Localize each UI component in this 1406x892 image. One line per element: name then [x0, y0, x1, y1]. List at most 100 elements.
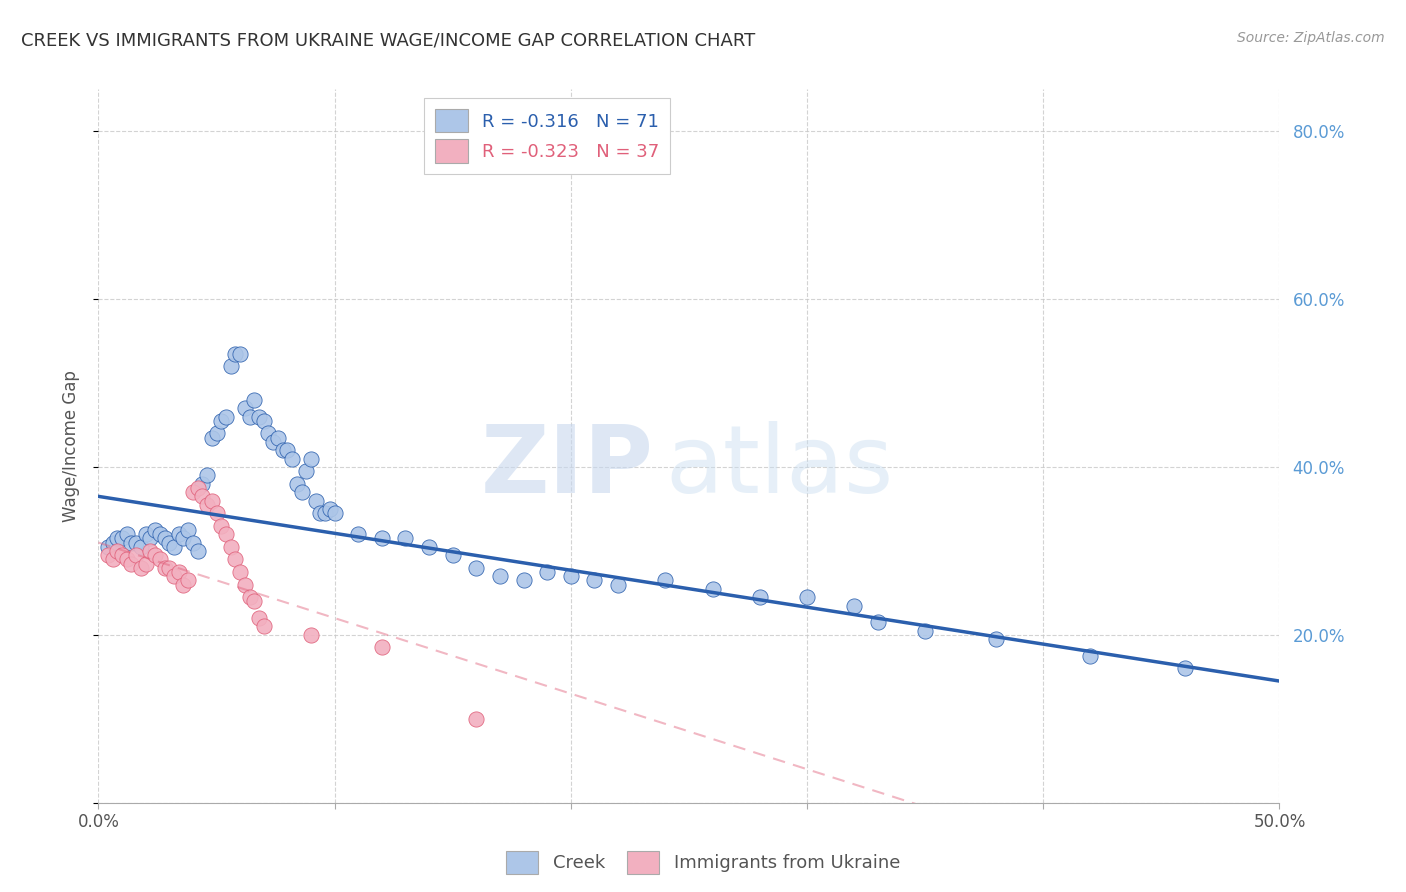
- Point: [295, 464, 318, 478]
- Point: [233, 401, 256, 416]
- Point: [181, 535, 204, 549]
- Point: [1080, 648, 1102, 663]
- Point: [512, 574, 534, 588]
- Point: [191, 489, 214, 503]
- Point: [299, 628, 322, 642]
- Point: [607, 577, 630, 591]
- Point: [583, 574, 606, 588]
- Point: [239, 590, 262, 604]
- Text: Source: ZipAtlas.com: Source: ZipAtlas.com: [1237, 31, 1385, 45]
- Point: [984, 632, 1007, 646]
- Point: [257, 426, 280, 441]
- Point: [914, 624, 936, 638]
- Point: [253, 414, 276, 428]
- Point: [219, 359, 242, 374]
- Legend: Creek, Immigrants from Ukraine: Creek, Immigrants from Ukraine: [499, 844, 907, 881]
- Point: [135, 557, 157, 571]
- Point: [97, 548, 120, 562]
- Point: [441, 548, 464, 562]
- Point: [247, 611, 270, 625]
- Point: [224, 346, 246, 360]
- Point: [143, 548, 166, 562]
- Point: [253, 619, 276, 633]
- Point: [215, 527, 238, 541]
- Point: [866, 615, 889, 630]
- Point: [309, 506, 332, 520]
- Point: [276, 443, 298, 458]
- Point: [243, 594, 266, 608]
- Point: [111, 532, 134, 546]
- Point: [115, 552, 138, 566]
- Point: [191, 476, 214, 491]
- Point: [157, 535, 180, 549]
- Point: [172, 577, 194, 591]
- Point: [418, 540, 440, 554]
- Point: [290, 485, 312, 500]
- Point: [489, 569, 512, 583]
- Text: ZIP: ZIP: [481, 421, 654, 514]
- Point: [243, 392, 266, 407]
- Point: [233, 577, 256, 591]
- Point: [125, 535, 148, 549]
- Point: [319, 502, 342, 516]
- Point: [111, 548, 134, 562]
- Point: [187, 544, 209, 558]
- Point: [224, 552, 246, 566]
- Point: [748, 590, 770, 604]
- Point: [201, 431, 224, 445]
- Point: [163, 569, 186, 583]
- Point: [105, 532, 128, 546]
- Point: [121, 557, 143, 571]
- Point: [101, 552, 124, 566]
- Point: [143, 523, 166, 537]
- Point: [229, 565, 252, 579]
- Text: CREEK VS IMMIGRANTS FROM UKRAINE WAGE/INCOME GAP CORRELATION CHART: CREEK VS IMMIGRANTS FROM UKRAINE WAGE/IN…: [21, 31, 755, 49]
- Point: [323, 506, 346, 520]
- Point: [209, 414, 232, 428]
- Point: [97, 540, 120, 554]
- Point: [465, 560, 488, 574]
- Point: [153, 560, 176, 574]
- Point: [163, 540, 186, 554]
- Point: [149, 552, 172, 566]
- Point: [229, 346, 252, 360]
- Point: [129, 560, 152, 574]
- Point: [115, 527, 138, 541]
- Point: [177, 574, 200, 588]
- Point: [205, 506, 228, 520]
- Point: [205, 426, 228, 441]
- Point: [314, 506, 336, 520]
- Y-axis label: Wage/Income Gap: Wage/Income Gap: [62, 370, 80, 522]
- Point: [209, 518, 232, 533]
- Point: [172, 532, 194, 546]
- Point: [796, 590, 818, 604]
- Point: [219, 540, 242, 554]
- Point: [105, 544, 128, 558]
- Point: [371, 640, 394, 655]
- Point: [844, 599, 866, 613]
- Point: [125, 548, 148, 562]
- Legend: R = -0.316   N = 71, R = -0.323   N = 37: R = -0.316 N = 71, R = -0.323 N = 37: [425, 98, 671, 174]
- Point: [239, 409, 262, 424]
- Point: [181, 485, 204, 500]
- Point: [281, 451, 304, 466]
- Point: [299, 451, 322, 466]
- Point: [177, 523, 200, 537]
- Point: [139, 532, 162, 546]
- Point: [201, 493, 224, 508]
- Point: [267, 431, 290, 445]
- Point: [536, 565, 558, 579]
- Point: [129, 540, 152, 554]
- Point: [167, 565, 190, 579]
- Point: [702, 582, 724, 596]
- Point: [121, 535, 143, 549]
- Point: [157, 560, 180, 574]
- Point: [285, 476, 308, 491]
- Point: [195, 498, 218, 512]
- Point: [305, 493, 328, 508]
- Text: atlas: atlas: [665, 421, 894, 514]
- Point: [101, 535, 124, 549]
- Point: [271, 443, 294, 458]
- Point: [394, 532, 416, 546]
- Point: [153, 532, 176, 546]
